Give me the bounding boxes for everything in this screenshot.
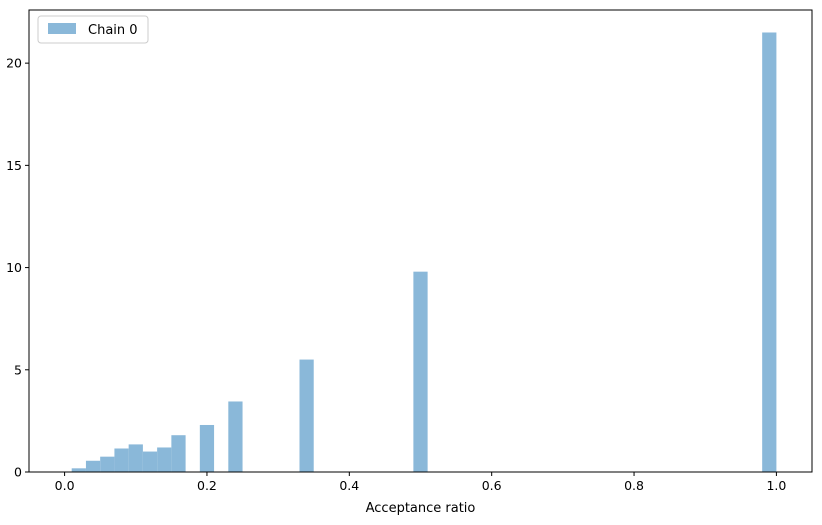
x-tick-label: 0.0 [55,478,75,493]
histogram-bar-0 [71,468,86,472]
y-tick-label: 20 [6,56,22,71]
histogram-bar-9 [228,401,243,472]
y-tick-label: 15 [6,158,22,173]
y-tick-label: 10 [6,260,22,275]
y-tick-label: 5 [14,362,22,377]
legend: Chain 0 [37,15,149,44]
y-axis-ticks: 0 5 10 15 20 [6,56,29,480]
histogram-bar-2 [100,456,115,472]
histogram-bar-12 [762,32,777,472]
y-tick-label: 0 [14,465,22,480]
histogram-bar-7 [171,435,186,472]
histogram-bar-8 [199,424,215,472]
histogram-bar-1 [85,460,101,472]
histogram-bar-3 [114,448,129,472]
x-tick-label: 0.2 [197,478,217,493]
x-axis-ticks: 0.0 0.2 0.4 0.6 0.8 1.0 [55,472,786,493]
legend-label-chain-0: Chain 0 [88,23,138,38]
histogram-bar-11 [413,271,428,472]
histogram-bar-4 [128,444,143,472]
x-tick-label: 0.6 [482,478,502,493]
histogram-bar-5 [142,451,158,472]
legend-box [37,15,149,44]
x-axis-label: Acceptance ratio [366,501,476,516]
x-tick-label: 0.4 [339,478,359,493]
histogram-bar-6 [157,447,172,472]
x-tick-label: 1.0 [766,478,786,493]
histogram-bar-10 [299,359,314,472]
bars-group [71,32,777,472]
plot-frame [28,9,813,473]
x-tick-label: 0.8 [624,478,644,493]
legend-swatch-chain-0 [48,23,76,34]
